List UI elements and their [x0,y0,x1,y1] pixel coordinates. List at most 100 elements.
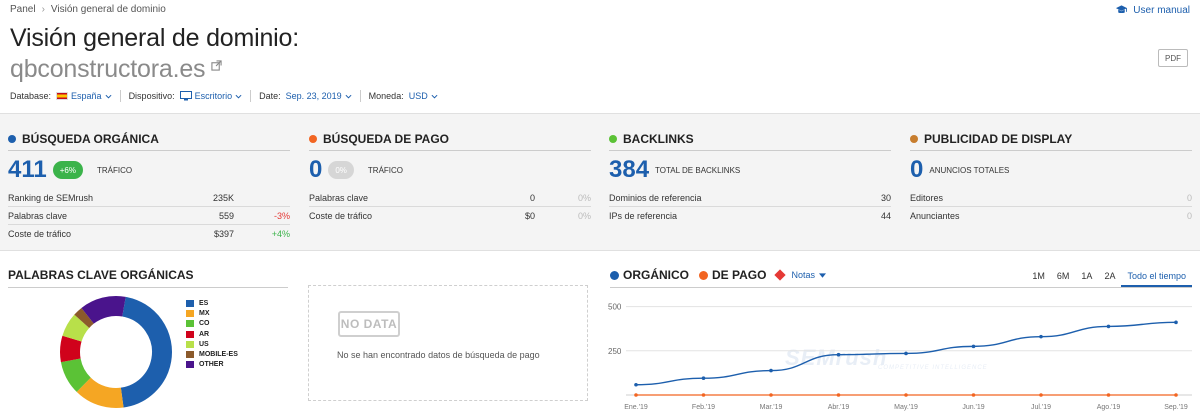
currency-select[interactable]: USD [409,91,438,101]
backlinks-total-value[interactable]: 384 [609,156,650,183]
legend-item: MOBILE-ES [186,349,238,359]
display-ads-title: PUBLICIDAD DE DISPLAY [924,132,1073,146]
stat-value[interactable]: $397 [213,229,234,239]
date-select[interactable]: Sep. 23, 2019 [286,91,352,101]
organic-keywords-donut[interactable] [58,294,174,410]
database-select[interactable]: España [56,91,112,101]
notes-dropdown[interactable]: Notas [774,269,826,281]
legend-label: MX [199,309,210,317]
data-point[interactable] [836,393,841,397]
chart-legend: ORGÁNICO DE PAGO Notas [610,268,826,282]
period-tab-6m[interactable]: 6M [1056,271,1070,281]
page-title: Visión general de dominio: [10,24,299,52]
y-tick-label: 250 [608,347,622,356]
display-dot-icon [910,135,918,143]
backlinks-header[interactable]: BACKLINKS [609,132,891,146]
chevron-down-icon [431,94,438,99]
x-tick-label: Ago.'19 [1097,404,1121,411]
legend-item: OTHER [186,360,238,370]
chevron-down-icon [235,94,242,99]
table-row: Coste de tráfico $0 0% [309,207,591,225]
user-manual-link[interactable]: User manual [1115,4,1190,16]
date-value: Sep. 23, 2019 [285,91,342,101]
data-point[interactable] [769,393,773,397]
device-value: Escritorio [194,91,233,101]
stat-value[interactable]: 30 [880,192,891,203]
paid-search-title: BÚSQUEDA DE PAGO [323,132,450,146]
data-point[interactable] [1174,393,1178,397]
data-point[interactable] [1174,320,1178,325]
data-point[interactable] [836,352,841,357]
backlinks-stats: Dominios de referencia 30 IPs de referen… [609,189,891,225]
display-stats: Editores 0 Anunciantes 0 [910,189,1192,225]
display-ads-value[interactable]: 0 [910,156,924,183]
donut-segment-other[interactable] [60,296,172,408]
legend-swatch [186,330,194,338]
stat-label: IPs de referencia [609,211,678,221]
device-label: Dispositivo: [128,91,175,101]
notes-diamond-icon [774,269,787,281]
table-row: Dominios de referencia 30 [609,189,891,207]
pdf-export-button[interactable]: PDF [1158,49,1188,67]
paid-traffic: 0 0% TRÁFICO [309,156,403,184]
period-tab-all-time[interactable]: Todo el tiempo [1121,271,1192,287]
stat-value[interactable]: 235K [212,192,234,203]
divider [8,150,290,151]
data-point[interactable] [904,393,908,397]
data-point[interactable] [971,344,976,349]
data-point[interactable] [701,376,706,381]
data-point[interactable] [971,393,976,397]
divider [910,150,1192,151]
divider [609,150,891,151]
legend-swatch [186,340,194,348]
legend-organic[interactable]: ORGÁNICO [610,268,689,282]
legend-swatch [186,299,194,307]
data-point[interactable] [1039,334,1043,339]
data-point[interactable] [1106,393,1111,397]
x-tick-label: Abr.'19 [828,404,850,411]
stat-delta: -3% [273,210,290,221]
data-point[interactable] [769,368,773,373]
period-tab-2a[interactable]: 2A [1104,271,1116,281]
data-point[interactable] [1106,324,1111,329]
paid-traffic-value[interactable]: 0 [309,156,323,183]
divider [610,287,1192,288]
organic-search-header[interactable]: BÚSQUEDA ORGÁNICA [8,132,290,146]
stat-value[interactable]: 559 [218,210,234,221]
paid-search-header[interactable]: BÚSQUEDA DE PAGO [309,132,591,146]
organic-traffic: 411 +6% TRÁFICO [8,156,132,184]
divider [8,287,288,288]
donut-segment-ar[interactable] [60,296,172,408]
table-row: Palabras clave 559 -3% [8,207,290,225]
stat-label: Anunciantes [910,211,960,221]
display-ads-header[interactable]: PUBLICIDAD DE DISPLAY [910,132,1192,146]
organic-traffic-value[interactable]: 411 [8,156,47,183]
data-point[interactable] [634,382,638,387]
legend-item: MX [186,308,238,318]
divider [309,150,591,151]
organic-keywords-title: PALABRAS CLAVE ORGÁNICAS [8,268,194,282]
legend-swatch [186,320,194,328]
traffic-line-chart[interactable]: 250 500 Ene.'19 Feb.'19 Mar.'19 Abr.'19 May.'1… [596,296,1196,418]
external-link-icon[interactable] [211,60,222,71]
legend-paid[interactable]: DE PAGO [699,268,766,282]
organic-stats: Ranking de SEMrush 235K Palabras clave 5… [8,189,290,243]
stat-value[interactable]: 44 [880,211,891,221]
period-tabs: 1M 6M 1A 2A Todo el tiempo [1026,271,1192,287]
x-tick-label: Jul.'19 [1031,404,1051,411]
table-row: Editores 0 [910,189,1192,207]
period-tab-1a[interactable]: 1A [1081,271,1093,281]
stat-delta: 0% [577,211,591,221]
data-point[interactable] [701,393,706,397]
stat-value: 0 [1186,192,1192,203]
breadcrumb-root[interactable]: Panel [10,4,36,15]
no-data-badge: NO DATA [338,311,400,337]
data-point[interactable] [904,351,908,356]
chevron-right-icon: › [41,4,45,15]
data-point[interactable] [1039,393,1043,397]
device-select[interactable]: Escritorio [179,91,243,101]
period-tab-1m[interactable]: 1M [1032,271,1045,281]
data-point[interactable] [634,393,638,397]
organic-dot-icon [8,135,16,143]
donut-segment-mx[interactable] [60,296,172,408]
